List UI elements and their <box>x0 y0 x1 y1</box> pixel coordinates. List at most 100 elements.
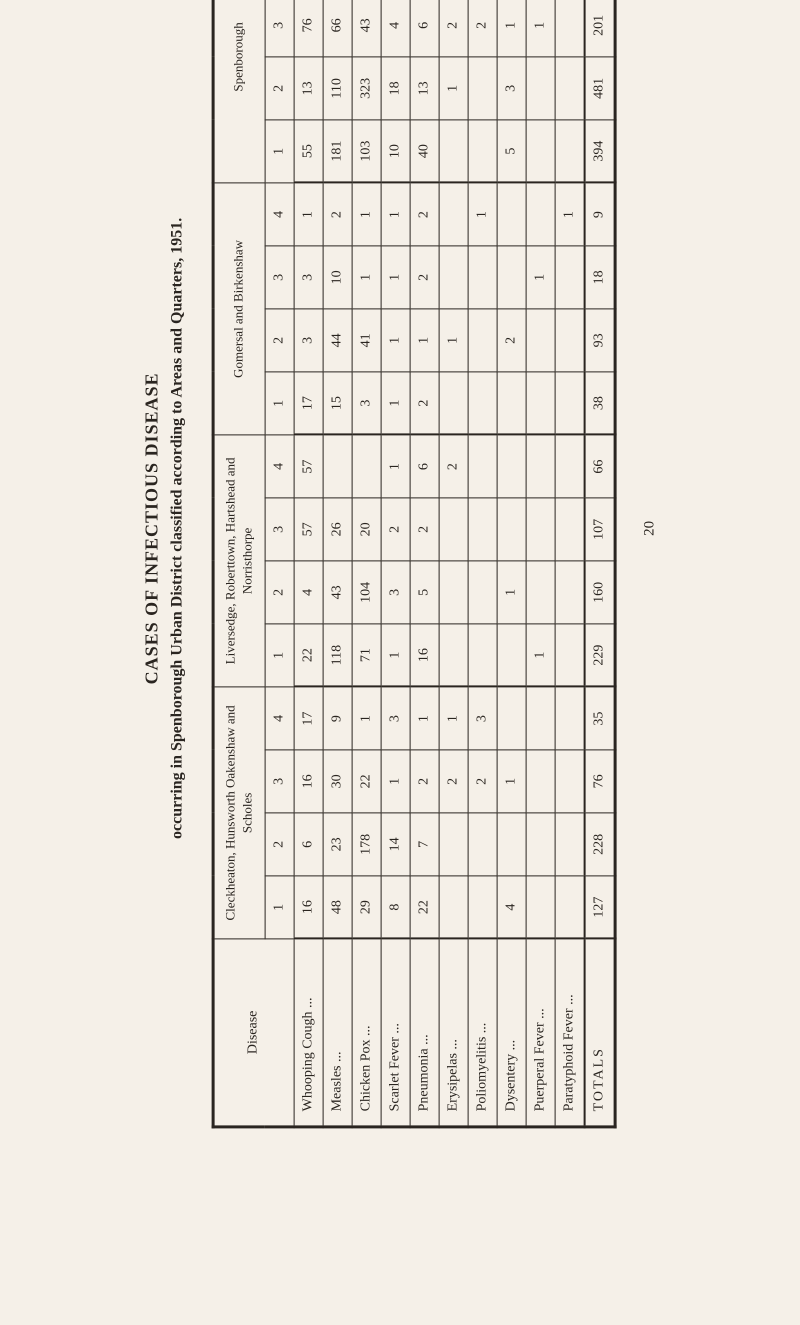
cell <box>555 120 585 183</box>
cell: 178 <box>352 813 381 876</box>
cell: 6 <box>294 813 323 876</box>
cell: 1 <box>381 309 410 372</box>
cell: 4 <box>497 876 526 939</box>
cell <box>497 183 526 246</box>
disease-name: Pneumonia ... <box>410 939 439 1127</box>
cell <box>439 246 468 309</box>
cell: 3 <box>468 687 497 750</box>
cell: 1 <box>526 624 555 687</box>
cell: 104 <box>352 561 381 624</box>
cell: 2 <box>410 372 439 435</box>
cell: 2 <box>410 750 439 813</box>
q-header: 1 <box>265 876 294 939</box>
cell: 110 <box>323 57 352 120</box>
cell <box>468 435 497 498</box>
cell: 3 <box>294 309 323 372</box>
cell <box>526 750 555 813</box>
cell: 1 <box>497 750 526 813</box>
disease-name: Scarlet Fever ... <box>381 939 410 1127</box>
cell <box>526 183 555 246</box>
cell: 22 <box>352 750 381 813</box>
totals-cell: 160 <box>584 561 615 624</box>
cell: 5 <box>410 561 439 624</box>
disease-header: Disease <box>213 939 294 1127</box>
cell: 26 <box>323 498 352 561</box>
cell: 1 <box>352 246 381 309</box>
cell <box>439 498 468 561</box>
cell: 6 <box>410 435 439 498</box>
cell: 1 <box>439 57 468 120</box>
totals-cell: 127 <box>584 876 615 939</box>
cell: 16 <box>410 624 439 687</box>
cell: 1 <box>497 0 526 57</box>
totals-label: TOTALS <box>584 939 615 1127</box>
cell: 14 <box>381 813 410 876</box>
cell <box>468 876 497 939</box>
cell <box>468 246 497 309</box>
cell <box>526 372 555 435</box>
q-header: 3 <box>265 750 294 813</box>
title-block: CASES OF INFECTIOUS DISEASE occurring in… <box>142 0 187 1128</box>
cell: 5 <box>497 120 526 183</box>
cell: 2 <box>381 498 410 561</box>
cell: 7 <box>410 813 439 876</box>
table-row: Dysentery ...4112531 <box>497 0 526 1127</box>
cell: 1 <box>294 183 323 246</box>
q-header: 3 <box>265 0 294 57</box>
cell <box>555 57 585 120</box>
cell: 57 <box>294 498 323 561</box>
cell: 118 <box>323 624 352 687</box>
cell <box>555 309 585 372</box>
title-line-2: occurring in Spenborough Urban District … <box>169 0 187 1128</box>
cell: 3 <box>352 372 381 435</box>
disease-name: Poliomyelitis ... <box>468 939 497 1127</box>
cell <box>439 561 468 624</box>
cell: 22 <box>410 876 439 939</box>
cell <box>468 309 497 372</box>
cell <box>439 876 468 939</box>
q-header: 1 <box>265 372 294 435</box>
cell: 1 <box>352 687 381 750</box>
cell <box>468 372 497 435</box>
cell <box>468 813 497 876</box>
cell: 1 <box>381 246 410 309</box>
cell: 1 <box>526 0 555 57</box>
cell: 1 <box>352 183 381 246</box>
cell: 2 <box>410 498 439 561</box>
table-row: Erysipelas ...2121123 <box>439 0 468 1127</box>
cell: 1 <box>381 750 410 813</box>
cell <box>555 750 585 813</box>
totals-cell: 38 <box>584 372 615 435</box>
totals-cell: 66 <box>584 435 615 498</box>
cell <box>468 624 497 687</box>
totals-cell: 201 <box>584 0 615 57</box>
disease-name: Erysipelas ... <box>439 939 468 1127</box>
cell: 181 <box>323 120 352 183</box>
q-header: 2 <box>265 813 294 876</box>
totals-cell: 76 <box>584 750 615 813</box>
cell: 3 <box>294 246 323 309</box>
cell: 40 <box>410 120 439 183</box>
cell: 13 <box>410 57 439 120</box>
cell <box>497 435 526 498</box>
cell: 2 <box>468 750 497 813</box>
cell: 1 <box>410 309 439 372</box>
table-row: Whooping Cough ...1661617224575717331551… <box>294 0 323 1127</box>
page-number: 20 <box>641 0 658 1128</box>
cell <box>555 813 585 876</box>
cell <box>323 435 352 498</box>
cell: 76 <box>294 0 323 57</box>
cell: 8 <box>381 876 410 939</box>
q-header: 3 <box>265 498 294 561</box>
cell <box>497 624 526 687</box>
totals-cell: 93 <box>584 309 615 372</box>
cell: 2 <box>439 750 468 813</box>
q-header: 1 <box>265 624 294 687</box>
cell: 16 <box>294 876 323 939</box>
cell: 2 <box>439 435 468 498</box>
disease-name: Measles ... <box>323 939 352 1127</box>
cell: 55 <box>294 120 323 183</box>
cell <box>555 498 585 561</box>
totals-cell: 228 <box>584 813 615 876</box>
cell: 44 <box>323 309 352 372</box>
